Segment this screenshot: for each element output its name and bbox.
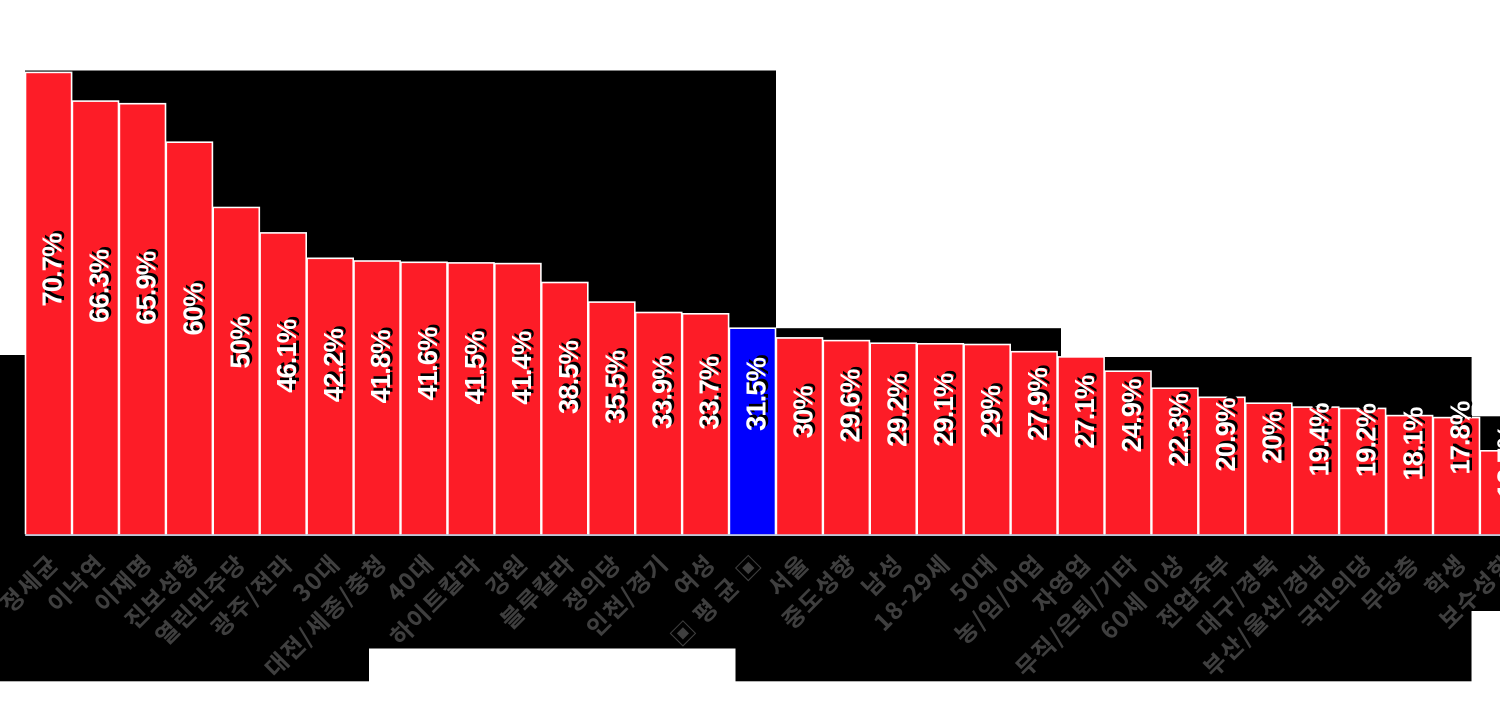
svg-text:38.5%: 38.5% xyxy=(555,338,586,412)
svg-text:46.1%: 46.1% xyxy=(271,319,302,393)
svg-text:41.4%: 41.4% xyxy=(506,331,537,405)
svg-text:19.4%: 19.4% xyxy=(1304,403,1335,477)
svg-text:18.1%: 18.1% xyxy=(1398,407,1429,481)
svg-text:29%: 29% xyxy=(975,386,1006,439)
svg-text:27.9%: 27.9% xyxy=(1025,365,1056,439)
svg-text:33.7%: 33.7% xyxy=(694,356,725,430)
svg-text:70.7%: 70.7% xyxy=(37,233,68,307)
svg-text:42.2%: 42.2% xyxy=(318,329,349,403)
svg-text:27.1%: 27.1% xyxy=(1072,373,1103,447)
svg-text:41.4%: 41.4% xyxy=(509,329,540,403)
svg-text:35.5%: 35.5% xyxy=(602,348,633,422)
svg-text:42.2%: 42.2% xyxy=(321,326,352,400)
svg-text:22.3%: 22.3% xyxy=(1166,391,1197,465)
svg-text:41.6%: 41.6% xyxy=(415,324,446,398)
svg-text:18.1%: 18.1% xyxy=(1400,405,1431,479)
svg-text:20%: 20% xyxy=(1259,409,1290,462)
svg-text:27.1%: 27.1% xyxy=(1069,375,1100,449)
svg-text:20.9%: 20.9% xyxy=(1210,398,1241,472)
svg-text:29.6%: 29.6% xyxy=(834,369,865,443)
svg-text:38.5%: 38.5% xyxy=(553,341,584,415)
svg-text:33.7%: 33.7% xyxy=(696,354,727,428)
svg-text:41.5%: 41.5% xyxy=(462,328,493,402)
svg-text:70.7%: 70.7% xyxy=(39,230,70,304)
svg-text:33.9%: 33.9% xyxy=(649,353,680,427)
svg-text:20%: 20% xyxy=(1257,411,1288,464)
svg-text:24.9%: 24.9% xyxy=(1119,376,1150,450)
svg-text:29.2%: 29.2% xyxy=(881,373,912,447)
svg-text:29%: 29% xyxy=(978,383,1009,436)
svg-text:65.9%: 65.9% xyxy=(133,249,164,323)
svg-text:66.3%: 66.3% xyxy=(84,249,115,323)
svg-text:31.5%: 31.5% xyxy=(743,355,774,429)
svg-text:17.8%: 17.8% xyxy=(1447,399,1478,473)
svg-text:35.5%: 35.5% xyxy=(600,350,631,424)
svg-text:12.7%: 12.7% xyxy=(1494,422,1500,496)
svg-text:29.2%: 29.2% xyxy=(884,371,915,445)
svg-text:66.3%: 66.3% xyxy=(86,247,117,321)
svg-text:29.6%: 29.6% xyxy=(837,367,868,441)
svg-text:22.3%: 22.3% xyxy=(1163,393,1194,467)
svg-text:50%: 50% xyxy=(224,316,255,369)
svg-text:46.1%: 46.1% xyxy=(274,317,305,391)
svg-text:29.1%: 29.1% xyxy=(928,373,959,447)
svg-text:19.2%: 19.2% xyxy=(1351,404,1382,478)
svg-text:41.8%: 41.8% xyxy=(365,330,396,404)
svg-text:19.2%: 19.2% xyxy=(1353,401,1384,475)
svg-text:31.5%: 31.5% xyxy=(741,357,772,431)
svg-text:29.1%: 29.1% xyxy=(931,371,962,445)
svg-text:50%: 50% xyxy=(227,313,258,366)
svg-text:41.8%: 41.8% xyxy=(368,327,399,401)
svg-text:60%: 60% xyxy=(180,280,211,333)
svg-text:30%: 30% xyxy=(787,386,818,439)
svg-text:20.9%: 20.9% xyxy=(1212,395,1243,469)
svg-text:24.9%: 24.9% xyxy=(1116,379,1147,453)
svg-text:27.9%: 27.9% xyxy=(1022,368,1053,442)
svg-text:19.4%: 19.4% xyxy=(1306,400,1337,474)
svg-text:41.6%: 41.6% xyxy=(412,327,443,401)
svg-text:17.8%: 17.8% xyxy=(1445,401,1476,475)
svg-text:65.9%: 65.9% xyxy=(130,251,161,325)
svg-text:60%: 60% xyxy=(177,283,208,336)
svg-text:33.9%: 33.9% xyxy=(647,356,678,430)
svg-text:12.7%: 12.7% xyxy=(1491,425,1500,499)
svg-text:30%: 30% xyxy=(790,383,821,436)
svg-text:41.5%: 41.5% xyxy=(459,331,490,405)
